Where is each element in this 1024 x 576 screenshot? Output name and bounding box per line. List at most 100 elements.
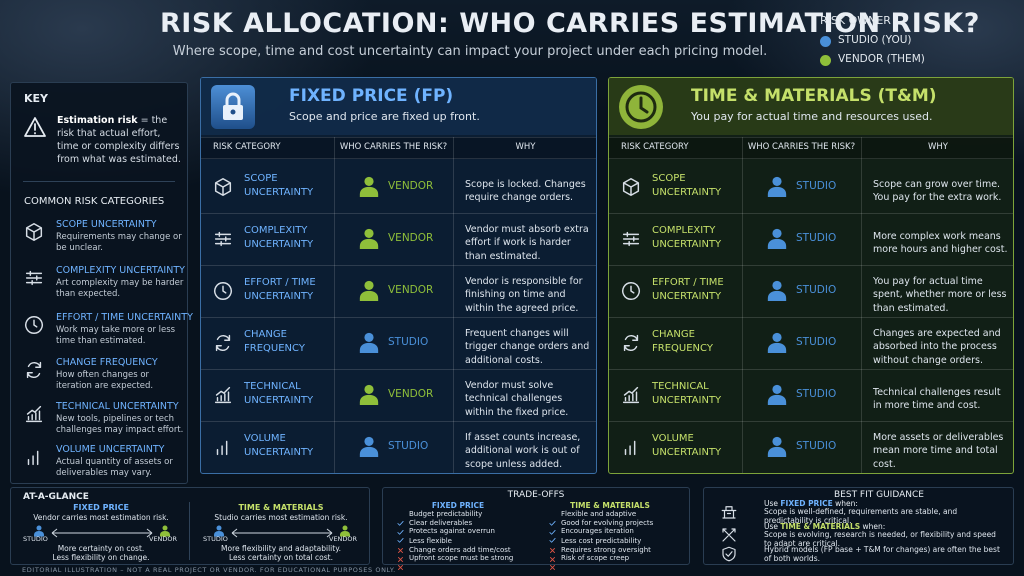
model-panel: FIXED PRICE (FP) Scope and price are fixe… (200, 77, 597, 474)
owner-icon (213, 522, 225, 537)
icon (397, 512, 404, 526)
icon (620, 176, 642, 198)
icon-part (549, 538, 556, 543)
owner-icon (766, 330, 788, 354)
tradeoff-con: Requires strong oversight (561, 545, 651, 554)
icon-part (550, 548, 555, 553)
legend-label: VENDOR (THEM) (838, 53, 925, 65)
icon (212, 280, 234, 302)
row-owner: STUDIO (796, 336, 837, 348)
row-divider (201, 317, 596, 318)
row-owner: STUDIO (796, 180, 837, 192)
icon-part (767, 446, 787, 457)
row-category: TECHNICAL UNCERTAINTY (244, 381, 314, 406)
icon-part (25, 316, 43, 334)
icon-part (364, 384, 374, 394)
glance-arrow (49, 523, 155, 538)
owner-icon (358, 226, 380, 250)
icon (23, 115, 47, 139)
category-desc: Actual quantity of assets or deliverable… (56, 457, 173, 478)
owner-icon (339, 522, 351, 537)
icon-part (622, 231, 640, 247)
icon-part (550, 548, 555, 553)
icon-part (24, 117, 46, 137)
icon-part (625, 91, 657, 123)
icon-part (364, 332, 374, 342)
icon-part (25, 405, 43, 423)
bestfit-suffix: when: (835, 499, 858, 508)
icon-part (772, 332, 782, 342)
glance-desc: Studio carries most estimation risk. (214, 513, 348, 522)
icon-part (359, 446, 379, 457)
owner-icon (159, 522, 171, 537)
icon-part (398, 548, 403, 553)
icon-part (767, 238, 787, 249)
row-owner: VENDOR (388, 388, 434, 400)
row-category: EFFORT / TIME UNCERTAINTY (244, 277, 316, 302)
tradeoff-pro: Flexible and adaptive (561, 510, 637, 518)
tradeoff-model: TIME & MATERIALS (570, 501, 650, 510)
icon-part (216, 525, 222, 531)
icon-part (549, 529, 556, 535)
legend-dot (820, 55, 831, 66)
icon (212, 436, 234, 458)
icon-part (359, 228, 379, 249)
icon (549, 556, 556, 570)
icon-part (340, 531, 350, 537)
icon-part (359, 394, 379, 405)
glance-line: More flexibility and adaptability. (221, 544, 341, 553)
row-why: More assets or deliverables mean more ti… (873, 431, 1004, 470)
row-why: You pay for actual time spent, whether m… (873, 275, 1007, 314)
glance-line: More certainty on cost. (57, 544, 145, 553)
row-category: VOLUME UNCERTAINTY (244, 433, 314, 458)
tradeoff-con: Less cost predictability (561, 537, 642, 545)
glance-line: Less flexibility on change. (52, 553, 150, 562)
row-why: Scope can grow over time. You pay for th… (873, 178, 1002, 204)
row-category: VOLUME UNCERTAINTY (652, 433, 722, 458)
icon-part (36, 525, 42, 531)
icon-part (223, 92, 243, 120)
icon (397, 539, 404, 553)
icon-part (767, 384, 787, 405)
table-head (201, 137, 596, 159)
model-title: TIME & MATERIALS (T&M) (691, 86, 937, 106)
icon-part (231, 528, 333, 538)
model-title: FIXED PRICE (FP) (289, 86, 454, 106)
glance-left: STUDIO (203, 535, 228, 543)
icon-part (216, 440, 228, 456)
glance-model: FIXED PRICE (73, 503, 129, 512)
categories-title: COMMON RISK CATEGORIES (24, 196, 165, 207)
model-icon (619, 85, 663, 129)
icon (549, 539, 556, 553)
icon-part (767, 280, 787, 301)
bestfit-text: Scope is well-defined, requirements are … (764, 507, 958, 525)
icon-part (622, 231, 640, 247)
footer: EDITORIAL ILLUSTRATION – NOT A REAL PROJ… (22, 566, 396, 574)
row-why: Vendor is responsible for finishing on t… (465, 275, 583, 314)
tradeoff-con: Less flexible (409, 537, 452, 545)
icon-part (722, 528, 736, 542)
icon-part (359, 176, 379, 197)
icon-part (622, 178, 640, 196)
glance-right: VENDOR (149, 535, 178, 543)
icon-part (214, 525, 224, 537)
category-name: CHANGE FREQUENCY (56, 357, 158, 368)
row-divider (609, 213, 1013, 214)
icon-part (767, 186, 787, 197)
glance-model: TIME & MATERIALS (238, 503, 324, 512)
icon (549, 548, 556, 562)
title: RISK ALLOCATION: WHO CARRIES ESTIMATION … (160, 8, 980, 39)
bestfit-title: BEST FIT GUIDANCE (834, 490, 924, 500)
category-desc: Art complexity may be harder than expect… (56, 278, 184, 299)
icon-part (26, 361, 42, 379)
icon-part (215, 334, 231, 352)
icon-part (230, 109, 236, 115)
icon (720, 526, 738, 544)
icon-part (25, 223, 43, 241)
icon-part (215, 334, 231, 352)
tradeoff-pro: Budget predictability (409, 510, 483, 518)
legend-label: STUDIO (YOU) (838, 34, 912, 46)
icon-part (364, 436, 374, 446)
icon-part (549, 521, 556, 526)
icon-part (214, 178, 232, 196)
